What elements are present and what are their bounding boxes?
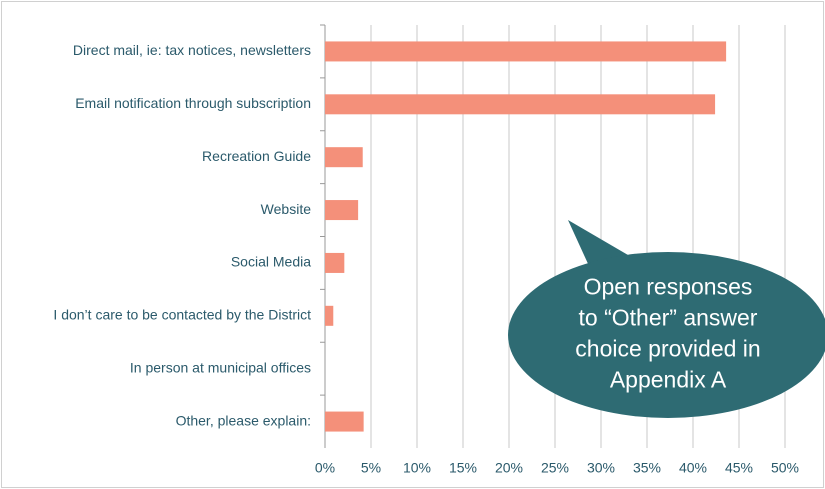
callout-bubble [508, 252, 825, 418]
y-tick-label: I don’t care to be contacted by the Dist… [53, 307, 311, 323]
bar [325, 411, 364, 432]
callout-text: to “Other” answer [579, 305, 758, 331]
bar [325, 41, 727, 62]
x-tick-label: 0% [315, 460, 335, 476]
x-tick-label: 5% [361, 460, 381, 476]
x-tick-label: 15% [449, 460, 477, 476]
bar [325, 147, 363, 168]
bar [325, 252, 345, 273]
bar [325, 200, 359, 221]
y-tick-label: Email notification through subscription [75, 95, 311, 111]
callout-text: Appendix A [610, 367, 727, 393]
y-tick-label: In person at municipal offices [130, 359, 311, 375]
x-tick-label: 30% [587, 460, 615, 476]
y-tick-label: Recreation Guide [202, 148, 311, 164]
x-tick-label: 35% [633, 460, 661, 476]
y-tick-label: Social Media [231, 254, 311, 270]
y-tick-label: Other, please explain: [176, 412, 311, 428]
bar [325, 305, 334, 326]
x-tick-label: 20% [495, 460, 523, 476]
x-tick-label: 45% [725, 460, 753, 476]
y-tick-label: Website [261, 201, 312, 217]
callout-text: Open responses [584, 274, 753, 300]
x-tick-label: 10% [403, 460, 431, 476]
y-tick-label: Direct mail, ie: tax notices, newsletter… [73, 42, 311, 58]
callout: Open responses to “Other” answer choice pr… [508, 220, 825, 418]
x-tick-label: 25% [541, 460, 569, 476]
bar [325, 94, 716, 115]
x-tick-label: 50% [771, 460, 799, 476]
x-tick-label: 40% [679, 460, 707, 476]
callout-text: choice provided in [575, 336, 760, 362]
